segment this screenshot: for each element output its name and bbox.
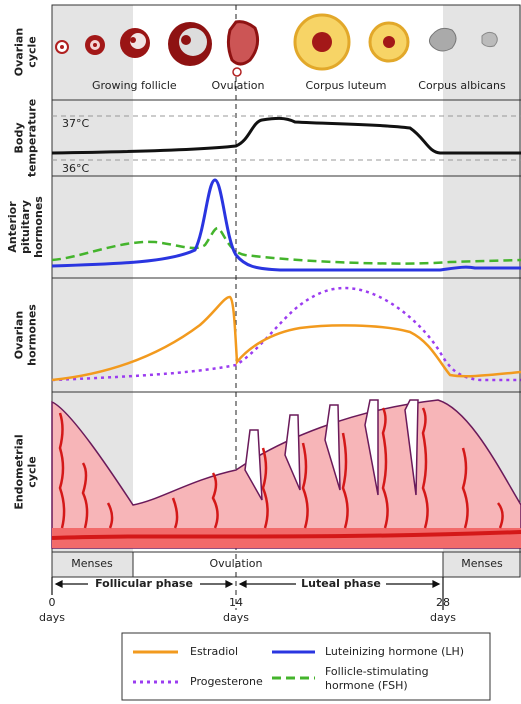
temp-label: 37°C: [62, 117, 89, 130]
day-number: 14: [229, 596, 243, 609]
day-number: 0: [49, 596, 56, 609]
stage-label: Corpus albicans: [418, 79, 506, 92]
stage-label: Growing follicle: [92, 79, 177, 92]
panel-label: Endometrial: [13, 434, 26, 509]
phase-arrows: [51, 577, 444, 610]
ovulation-label: Ovulation: [209, 557, 262, 570]
phase-label: Follicular phase: [95, 577, 193, 590]
panel-label: pituitary: [19, 200, 32, 254]
panel-label: Body: [13, 123, 26, 154]
ovarian-icons: [55, 13, 498, 77]
day-unit: days: [430, 611, 456, 624]
panel-label: hormones: [26, 304, 39, 366]
day-unit: days: [39, 611, 65, 624]
day-number: 28: [436, 596, 450, 609]
legend-label: hormone (FSH): [325, 679, 408, 692]
panel-label: Ovarian: [13, 311, 26, 359]
menses-label: Menses: [71, 557, 113, 570]
endometrium: [51, 399, 521, 549]
stage-label: Corpus luteum: [306, 79, 387, 92]
panel-label: cycle: [26, 36, 39, 67]
legend-label: Follicle-stimulating: [325, 665, 429, 678]
panel-label: Anterior: [6, 201, 19, 253]
panel-frames: [51, 4, 521, 578]
stage-label: Ovulation: [211, 79, 264, 92]
temperature-curve: [51, 116, 521, 155]
legend-label: Progesterone: [190, 675, 263, 688]
estradiol-curve: [51, 295, 521, 382]
lh-curve: [51, 178, 521, 272]
menses-label: Menses: [461, 557, 503, 570]
panel-label: Ovarian: [13, 28, 26, 76]
phase-label: Luteal phase: [301, 577, 381, 590]
temp-label: 36°C: [62, 162, 89, 175]
legend-label: Luteinizing hormone (LH): [325, 645, 464, 658]
panel-label: temperature: [26, 99, 39, 177]
legend-box: [121, 632, 491, 701]
fsh-curve: [51, 226, 521, 265]
panel-label: cycle: [26, 456, 39, 487]
legend-label: Estradiol: [190, 645, 238, 658]
day-unit: days: [223, 611, 249, 624]
panel-label: hormones: [32, 196, 45, 258]
